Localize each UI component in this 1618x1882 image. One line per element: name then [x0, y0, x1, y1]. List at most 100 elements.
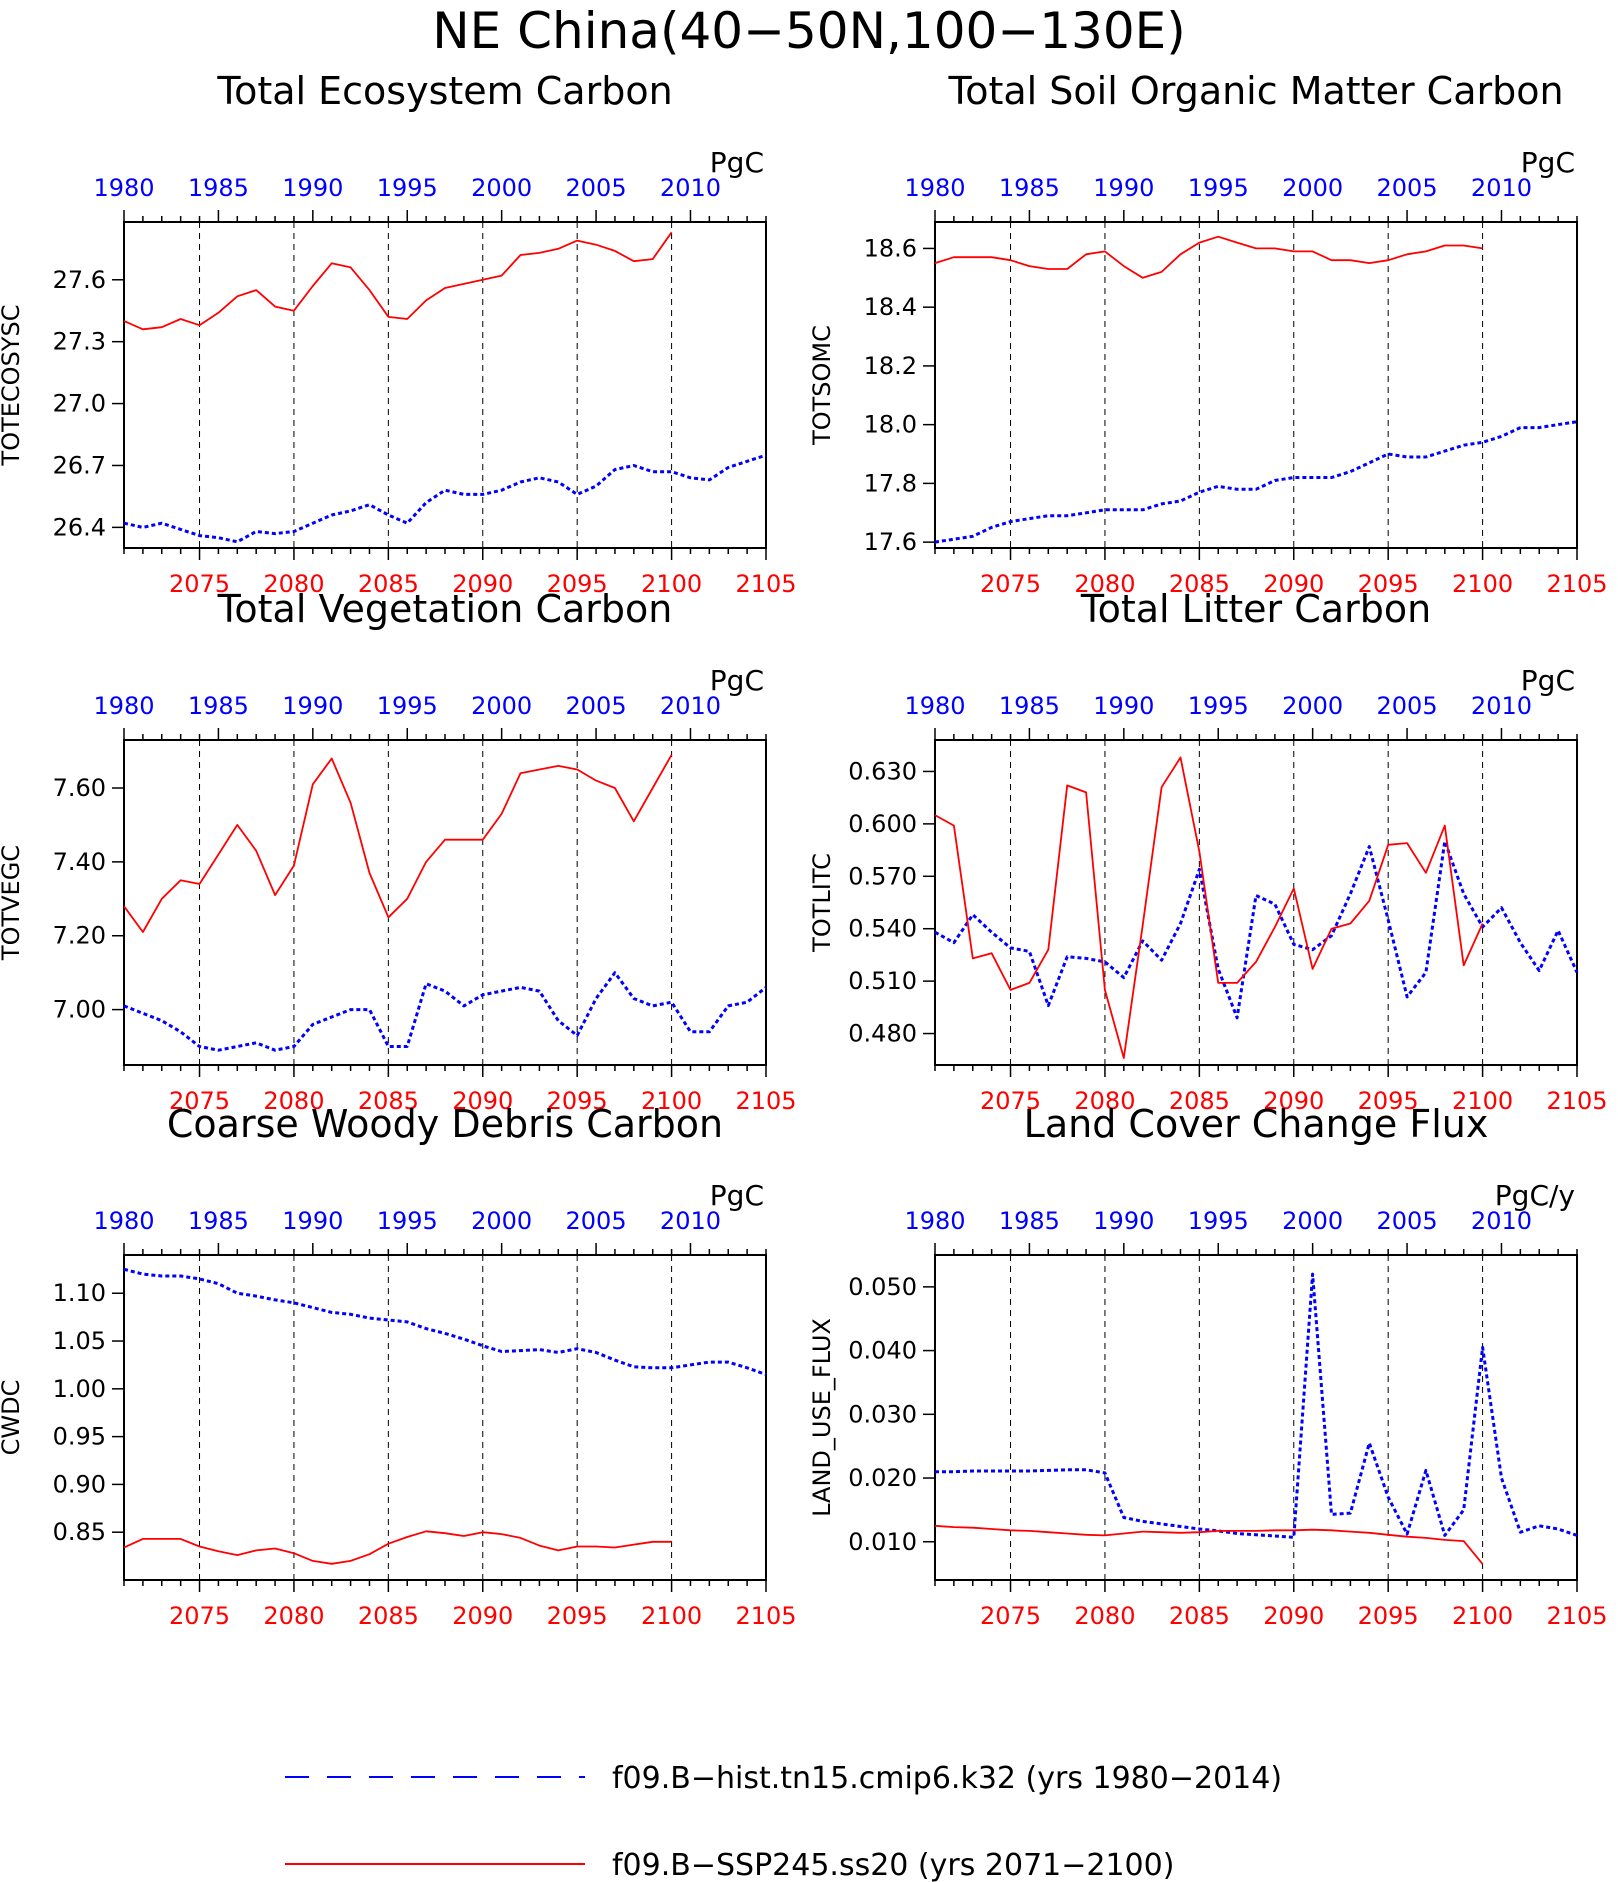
units-label: PgC — [710, 1179, 764, 1212]
x-tick-label-bottom: 2100 — [641, 570, 702, 598]
y-tick-label: 0.570 — [848, 862, 917, 890]
x-tick-label-bottom: 2100 — [1452, 1602, 1513, 1630]
x-tick-label-top: 2010 — [1471, 1207, 1532, 1235]
x-tick-label-top: 2000 — [471, 692, 532, 720]
x-tick-label-top: 1990 — [1093, 174, 1154, 202]
x-tick-label-top: 1990 — [282, 174, 343, 202]
x-tick-label-bottom: 2090 — [1263, 1602, 1324, 1630]
units-label: PgC — [1521, 146, 1575, 179]
x-tick-label-bottom: 2085 — [358, 1602, 419, 1630]
x-tick-label-top: 1980 — [93, 174, 154, 202]
x-tick-label-bottom: 2085 — [358, 1087, 419, 1115]
x-tick-label-bottom: 2075 — [169, 570, 230, 598]
units-label: PgC — [710, 664, 764, 697]
panel-2: Total Soil Organic Matter Carbon PgC TOTSO… — [808, 69, 1608, 598]
x-tick-label-bottom: 2085 — [1169, 570, 1230, 598]
x-tick-label-top: 2005 — [566, 692, 627, 720]
series-line-ssp — [123, 754, 673, 933]
x-tick-label-top: 1985 — [188, 692, 249, 720]
x-tick-label-bottom: 2090 — [452, 570, 513, 598]
y-tick-label: 0.540 — [848, 915, 917, 943]
x-tick-label-top: 1995 — [377, 692, 438, 720]
series-line-hist — [123, 1267, 767, 1376]
y-tick-label: 27.6 — [53, 266, 106, 294]
x-tick-label-bottom: 2075 — [980, 1087, 1041, 1115]
x-tick-label-top: 2000 — [471, 1207, 532, 1235]
series-line-ssp — [934, 235, 1483, 279]
x-tick-label-bottom: 2080 — [263, 1602, 324, 1630]
x-tick-label-bottom: 2075 — [980, 1602, 1041, 1630]
x-tick-label-top: 1980 — [93, 1207, 154, 1235]
y-tick-label: 0.95 — [53, 1423, 106, 1451]
x-tick-label-top: 2010 — [1471, 692, 1532, 720]
y-tick-label: 27.3 — [53, 328, 106, 356]
x-tick-label-bottom: 2075 — [169, 1602, 230, 1630]
y-tick-label: 0.90 — [53, 1470, 106, 1498]
x-tick-label-bottom: 2080 — [263, 570, 324, 598]
y-axis-label: TOTVEGC — [0, 845, 25, 961]
x-tick-label-top: 1980 — [904, 692, 965, 720]
panel-title: Total Litter Carbon — [1080, 587, 1431, 631]
y-tick-label: 0.480 — [848, 1020, 917, 1048]
x-tick-label-top: 1995 — [1188, 174, 1249, 202]
y-tick-label: 26.7 — [53, 451, 106, 479]
x-tick-label-bottom: 2075 — [980, 570, 1041, 598]
y-tick-label: 17.6 — [864, 528, 917, 556]
x-tick-label-bottom: 2100 — [641, 1602, 702, 1630]
y-tick-label: 7.20 — [53, 922, 106, 950]
x-tick-label-top: 1990 — [1093, 1207, 1154, 1235]
y-tick-label: 7.60 — [53, 774, 106, 802]
x-tick-label-bottom: 2105 — [735, 570, 796, 598]
x-tick-label-bottom: 2075 — [169, 1087, 230, 1115]
series-line-hist — [123, 453, 767, 544]
x-tick-label-top: 2010 — [660, 1207, 721, 1235]
x-tick-label-bottom: 2105 — [735, 1087, 796, 1115]
y-tick-label: 0.050 — [848, 1273, 917, 1301]
panels: Total Ecosystem Carbon PgC TOTECOSYSC 2075 2… — [0, 69, 1608, 1630]
plot-frame — [934, 739, 1578, 1066]
x-tick-label-bottom: 2085 — [1169, 1602, 1230, 1630]
x-tick-label-top: 1990 — [282, 1207, 343, 1235]
y-tick-label: 18.0 — [864, 411, 917, 439]
x-tick-label-top: 2005 — [1377, 692, 1438, 720]
legend-label-ssp: f09.B−SSP245.ss20 (yrs 2071−2100) — [612, 1848, 1174, 1882]
x-tick-label-bottom: 2100 — [1452, 570, 1513, 598]
series-line-ssp — [123, 231, 673, 331]
x-tick-label-top: 2010 — [660, 692, 721, 720]
x-tick-label-bottom: 2100 — [1452, 1087, 1513, 1115]
y-axis-label: LAND_USE_FLUX — [808, 1318, 836, 1517]
series-line-hist — [935, 1272, 1578, 1539]
y-tick-label: 1.05 — [53, 1327, 106, 1355]
x-tick-label-top: 2010 — [1471, 174, 1532, 202]
x-tick-label-top: 1980 — [904, 1207, 965, 1235]
panel-5: Coarse Woody Debris Carbon PgC CWDC 2075 208… — [0, 1102, 797, 1630]
y-tick-label: 7.40 — [53, 848, 106, 876]
x-tick-label-top: 1985 — [999, 1207, 1060, 1235]
x-tick-label-bottom: 2105 — [1546, 1602, 1607, 1630]
x-tick-label-bottom: 2080 — [1074, 1602, 1135, 1630]
units-label: PgC/y — [1495, 1179, 1575, 1212]
series-line-ssp — [934, 756, 1484, 1059]
series-line-hist — [123, 971, 767, 1052]
panel-title: Total Soil Organic Matter Carbon — [947, 69, 1563, 113]
y-tick-label: 0.630 — [848, 757, 917, 785]
x-tick-label-top: 2000 — [1282, 174, 1343, 202]
y-axis-label: TOTLITC — [808, 853, 836, 953]
plot-frame — [934, 221, 1578, 549]
y-tick-label: 18.4 — [864, 293, 917, 321]
x-tick-label-top: 1985 — [999, 174, 1060, 202]
x-tick-label-bottom: 2080 — [1074, 1087, 1135, 1115]
y-tick-label: 0.600 — [848, 810, 917, 838]
y-tick-label: 0.020 — [848, 1464, 917, 1492]
y-tick-label: 0.85 — [53, 1518, 106, 1546]
x-tick-label-bottom: 2085 — [1169, 1087, 1230, 1115]
legend: f09.B−hist.tn15.cmip6.k32 (yrs 1980−2014… — [285, 1761, 1282, 1882]
y-tick-label: 0.010 — [848, 1528, 917, 1556]
y-tick-label: 27.0 — [53, 390, 106, 418]
series-line-ssp — [934, 1524, 1484, 1565]
x-tick-label-top: 2005 — [1377, 174, 1438, 202]
x-tick-label-top: 1985 — [999, 692, 1060, 720]
y-tick-label: 7.00 — [53, 996, 106, 1024]
y-tick-label: 0.030 — [848, 1400, 917, 1428]
